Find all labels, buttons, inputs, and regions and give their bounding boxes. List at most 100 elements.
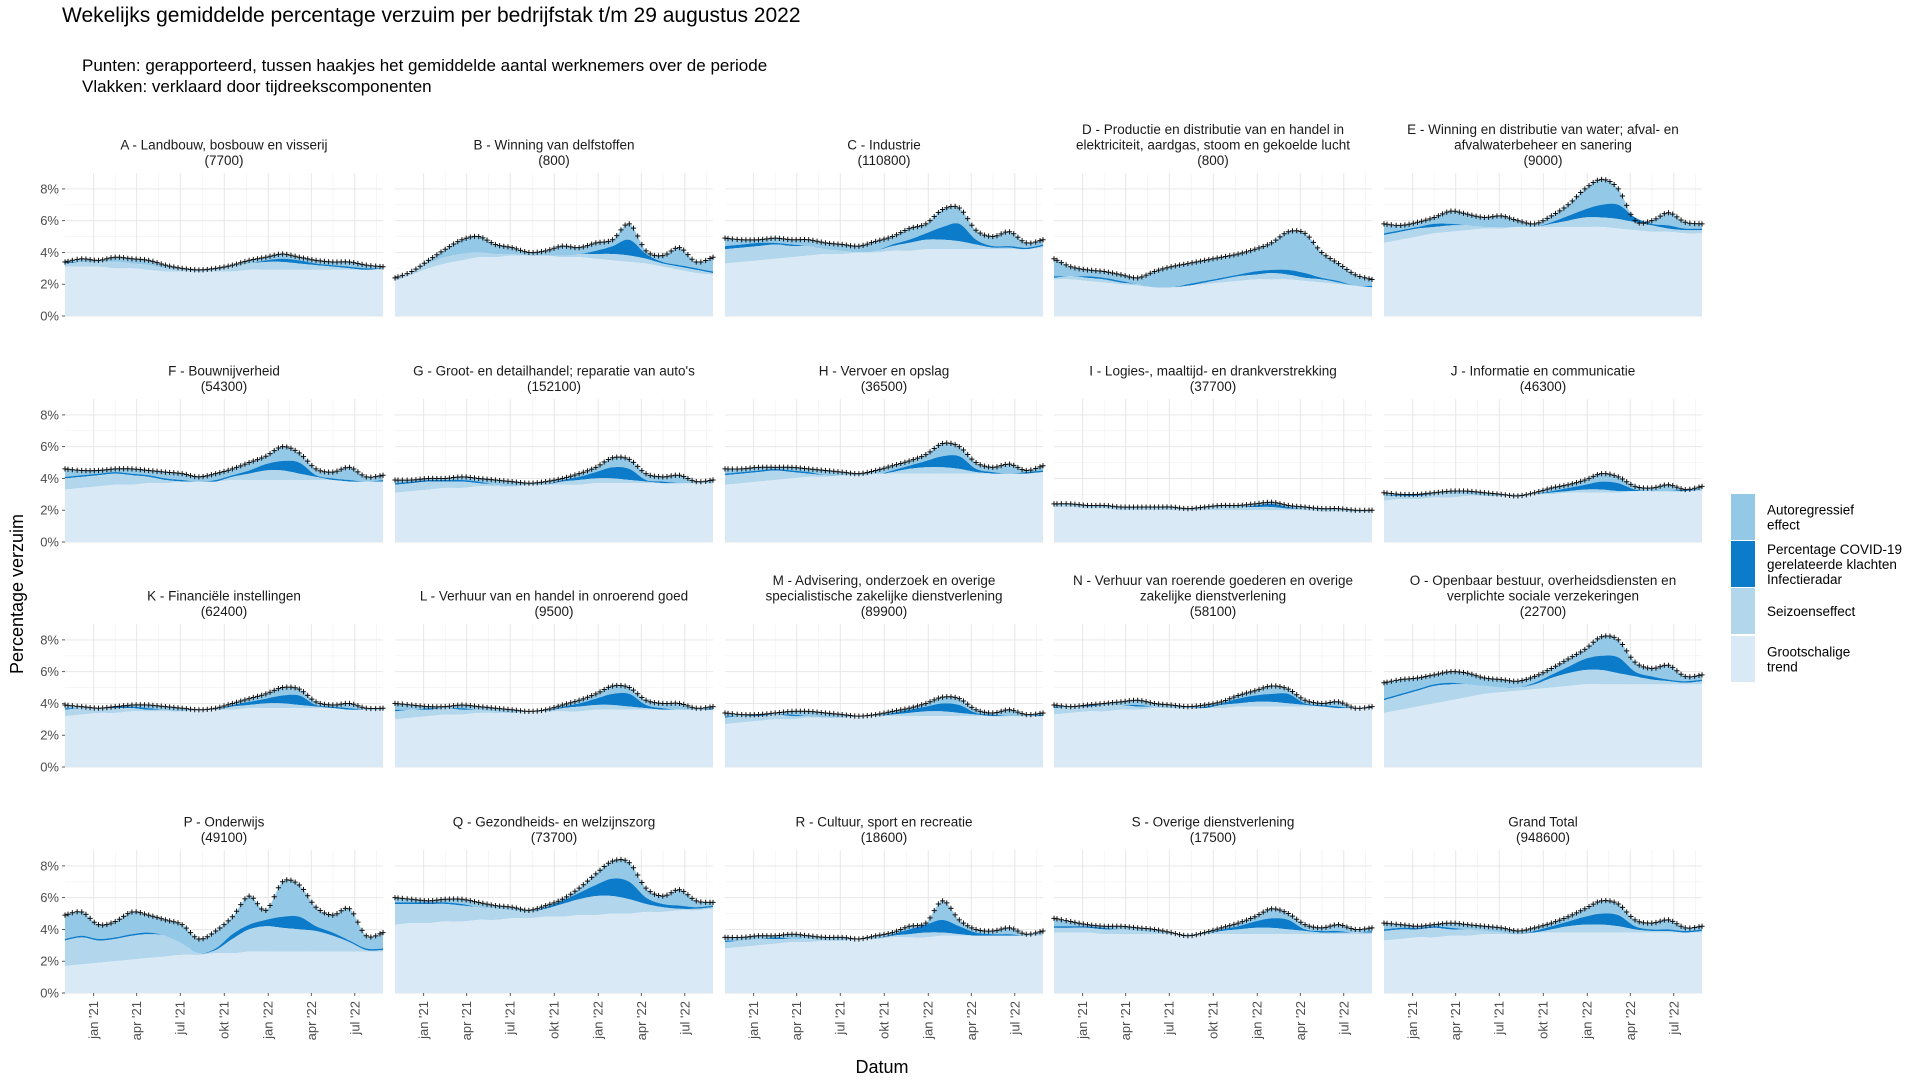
reported-point (1218, 699, 1224, 705)
reported-point (1294, 228, 1300, 234)
reported-point (931, 697, 937, 703)
y-tick-label: 4% (40, 922, 59, 937)
reported-point (868, 240, 875, 246)
reported-point (526, 907, 532, 913)
reported-point (1419, 218, 1425, 224)
reported-point (563, 894, 570, 900)
facet-title: (22700) (1520, 604, 1567, 619)
reported-point (69, 703, 75, 709)
reported-point (1011, 462, 1017, 468)
reported-point (1624, 909, 1630, 915)
reported-point (576, 471, 582, 477)
reported-point (1536, 220, 1542, 226)
reported-point (572, 472, 578, 478)
area-trend (1054, 932, 1372, 993)
reported-point (359, 472, 365, 478)
reported-point (1460, 210, 1467, 216)
reported-point (589, 693, 595, 699)
reported-point (990, 233, 996, 240)
x-tick-label: jul '21 (173, 1001, 188, 1036)
x-tick-label: jan '22 (1250, 1001, 1265, 1040)
facet-title: (17500) (1190, 830, 1237, 845)
reported-point (217, 470, 223, 476)
reported-point (1193, 932, 1199, 938)
area-seizoenseffect (1054, 273, 1372, 288)
reported-point (116, 916, 122, 922)
reported-point (580, 882, 586, 888)
reported-point (409, 268, 415, 275)
area-covid (395, 878, 713, 913)
reported-point (1068, 918, 1074, 925)
reported-point (563, 243, 570, 249)
reported-point (1357, 926, 1363, 933)
reported-point (1037, 929, 1043, 935)
reported-point (647, 472, 653, 478)
reported-point (1197, 931, 1204, 937)
x-tick-label: okt '21 (1536, 1001, 1551, 1039)
reported-point (141, 257, 148, 263)
area-autoregressief (1384, 179, 1702, 234)
reported-point (1256, 686, 1262, 692)
reported-point (1285, 502, 1291, 509)
reported-point (517, 247, 524, 253)
reported-point (1582, 186, 1588, 192)
reported-point (952, 203, 958, 209)
reported-point (313, 904, 319, 910)
reported-point (171, 264, 177, 270)
reported-point (729, 711, 735, 717)
reported-point (1578, 478, 1584, 484)
reported-point (1222, 924, 1229, 930)
reported-point (334, 911, 340, 917)
facet-panel: K - Financiële instellingen(62400) 0% 2% 4%… (40, 589, 386, 775)
reported-point (1252, 688, 1258, 694)
reported-point (467, 703, 473, 709)
reported-point (597, 689, 603, 695)
reported-point (960, 698, 967, 704)
reported-point (162, 917, 169, 923)
reported-point (305, 256, 311, 262)
reported-point (1058, 703, 1064, 709)
reported-point (1080, 921, 1086, 927)
reported-point (981, 232, 988, 238)
y-tick-label: 8% (40, 407, 59, 422)
reported-point (547, 478, 553, 484)
reported-point (1687, 925, 1693, 931)
reported-point (1619, 193, 1626, 199)
reported-point (233, 464, 240, 471)
reported-point (568, 244, 574, 250)
reported-point (639, 467, 645, 474)
reported-point (1260, 909, 1266, 915)
reported-point (309, 899, 315, 905)
chart-subtitle-line-1: Punten: gerapporteerd, tussen haakjes he… (82, 56, 768, 75)
reported-point (1435, 671, 1441, 677)
reported-point (317, 468, 323, 474)
reported-point (1239, 250, 1245, 256)
reported-point (1594, 177, 1600, 183)
reported-point (263, 254, 269, 260)
area-trend (725, 716, 1043, 767)
reported-point (998, 231, 1004, 237)
reported-point (1015, 234, 1021, 240)
facet-panel: L - Verhuur van en handel in onroerend g… (392, 589, 716, 768)
reported-point (425, 257, 432, 263)
facet-title: B - Winning van delfstoffen (473, 138, 634, 153)
reported-point (1289, 913, 1296, 919)
reported-point (952, 694, 958, 701)
reported-point (931, 445, 937, 452)
area-trend (395, 255, 713, 316)
reported-point (965, 215, 971, 222)
reported-point (305, 458, 311, 464)
reported-point (1419, 674, 1425, 680)
reported-point (927, 449, 933, 455)
facet-title: (152100) (527, 379, 581, 394)
reported-point (1393, 677, 1399, 683)
reported-point (1661, 211, 1667, 217)
reported-point (1590, 473, 1596, 479)
reported-point (547, 901, 553, 907)
facet-title: I - Logies-, maaltijd- en drankverstrekk… (1089, 364, 1337, 379)
reported-point (1645, 665, 1651, 671)
reported-point (300, 454, 307, 460)
reported-point (1649, 920, 1655, 926)
reported-point (1636, 484, 1642, 491)
